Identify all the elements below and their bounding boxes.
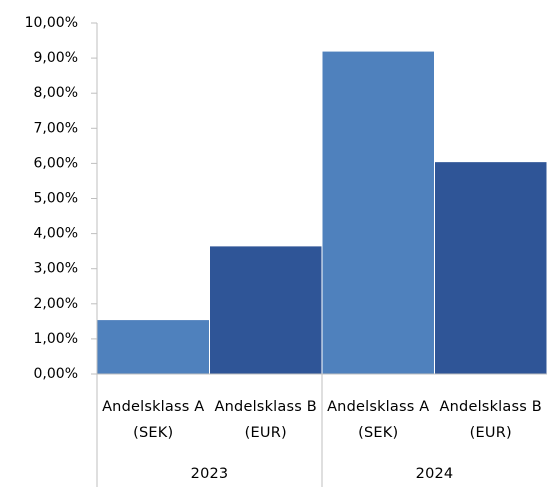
bar (321, 50, 435, 375)
bar (434, 161, 547, 375)
bar (209, 245, 323, 375)
y-tick-label: 2,00% (34, 296, 78, 312)
y-tick-label: 1,00% (34, 331, 78, 347)
category-label: Andelsklass B (EUR) (214, 399, 317, 441)
bar (96, 319, 210, 375)
group-label: 2024 (415, 466, 454, 482)
group-label: 2023 (190, 466, 229, 482)
y-tick-label: 10,00% (25, 15, 78, 31)
y-tick-label: 6,00% (34, 155, 78, 171)
y-tick-label: 5,00% (34, 191, 78, 207)
category-label: Andelsklass B (EUR) (439, 399, 542, 441)
y-tick-label: 3,00% (34, 261, 78, 277)
y-tick-label: 7,00% (34, 120, 78, 136)
y-tick-label: 9,00% (34, 50, 78, 66)
category-label: Andelsklass A (SEK) (102, 399, 205, 441)
y-tick-label: 0,00% (34, 366, 78, 382)
y-tick-label: 8,00% (34, 85, 78, 101)
y-tick-label: 4,00% (34, 226, 78, 242)
category-label: Andelsklass A (SEK) (327, 399, 430, 441)
